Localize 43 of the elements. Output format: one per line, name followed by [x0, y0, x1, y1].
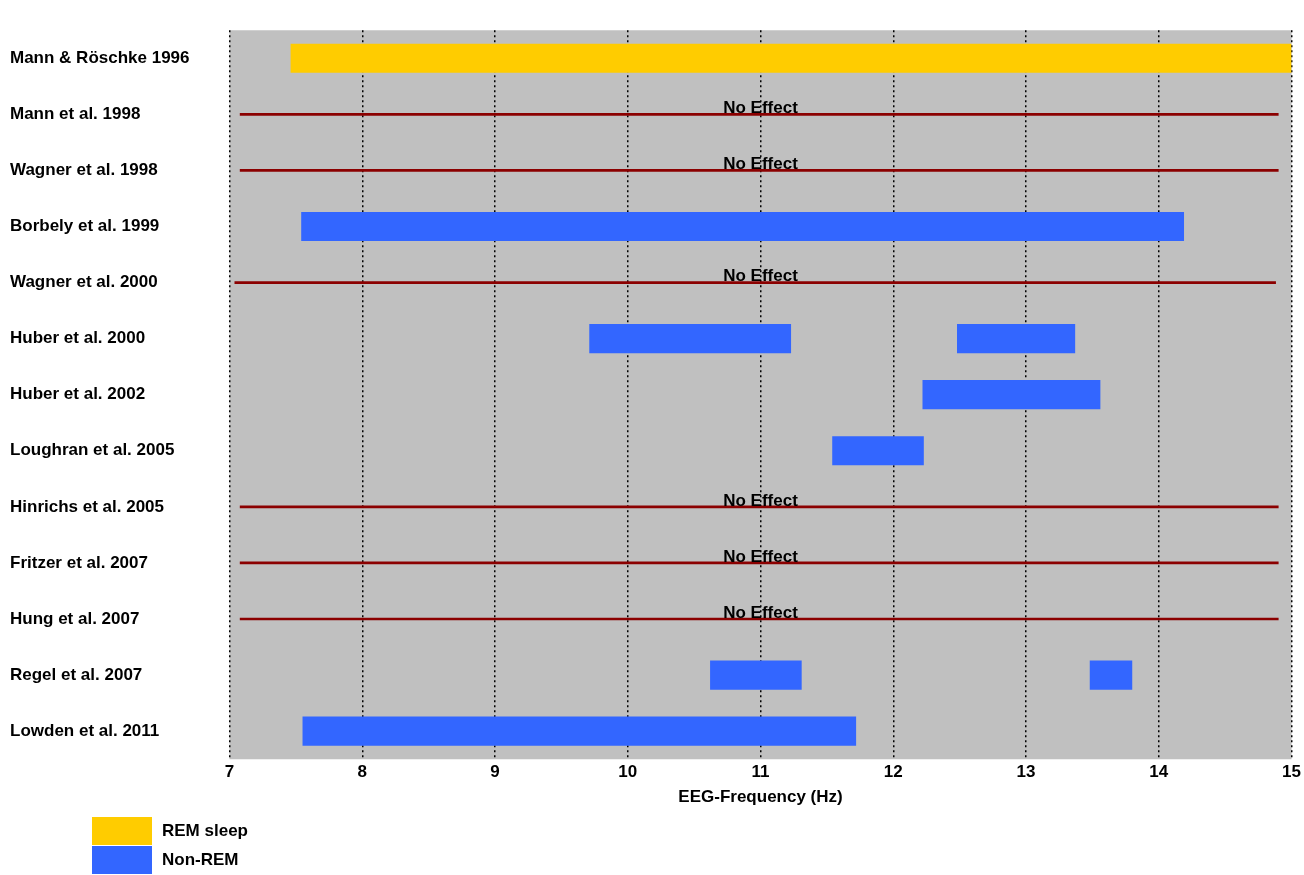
x-tick-label: 7	[224, 762, 235, 782]
x-tick-label: 13	[1016, 762, 1036, 782]
y-tick-label: Wagner et al. 1998	[10, 160, 158, 180]
bar	[239, 112, 1279, 116]
y-tick-label: Regel et al. 2007	[10, 664, 143, 684]
annotation: No Effect	[723, 490, 799, 510]
y-tick-label: Huber et al. 2002	[10, 384, 146, 404]
bar	[922, 380, 1101, 410]
x-tick-label: 11	[751, 762, 770, 782]
x-tick-label: 8	[357, 762, 367, 782]
bar	[290, 43, 1292, 73]
y-tick-label: Mann & Röschke 1996	[10, 47, 190, 67]
legend-label: REM sleep	[162, 820, 248, 841]
y-tick-label: Lowden et al. 2011	[10, 720, 160, 740]
x-tick-label: 10	[618, 762, 638, 782]
bar	[301, 211, 1185, 242]
y-tick-label: Hung et al. 2007	[10, 608, 140, 628]
x-tick-label: 9	[490, 762, 500, 782]
x-tick-label: 15	[1282, 762, 1302, 782]
y-tick-label: Wagner et al. 2000	[10, 272, 158, 292]
bar	[589, 324, 792, 354]
x-tick-label: 12	[883, 762, 903, 782]
x-axis-title: EEG-Frequency (Hz)	[678, 787, 843, 807]
x-tick-label: 14	[1149, 762, 1169, 782]
bar	[710, 660, 802, 690]
annotation: No Effect	[723, 266, 799, 286]
annotation: No Effect	[723, 98, 799, 117]
y-tick-label: Fritzer et al. 2007	[10, 552, 148, 572]
bar	[239, 169, 1279, 172]
legend-label: Non-REM	[162, 849, 239, 870]
y-tick-label: Borbely et al. 1999	[10, 216, 160, 236]
bar	[957, 324, 1076, 354]
annotation: No Effect	[723, 546, 799, 566]
bar	[234, 281, 1276, 284]
y-tick-label: Hinrichs et al. 2005	[10, 496, 165, 516]
bar	[832, 436, 924, 466]
annotation: No Effect	[723, 602, 799, 622]
bar	[302, 716, 857, 746]
bar	[1089, 660, 1133, 690]
y-tick-label: Loughran et al. 2005	[10, 440, 175, 460]
y-tick-label: Huber et al. 2000	[10, 328, 146, 348]
annotation: No Effect	[723, 154, 799, 174]
y-tick-label: Mann et al. 1998	[10, 104, 141, 123]
